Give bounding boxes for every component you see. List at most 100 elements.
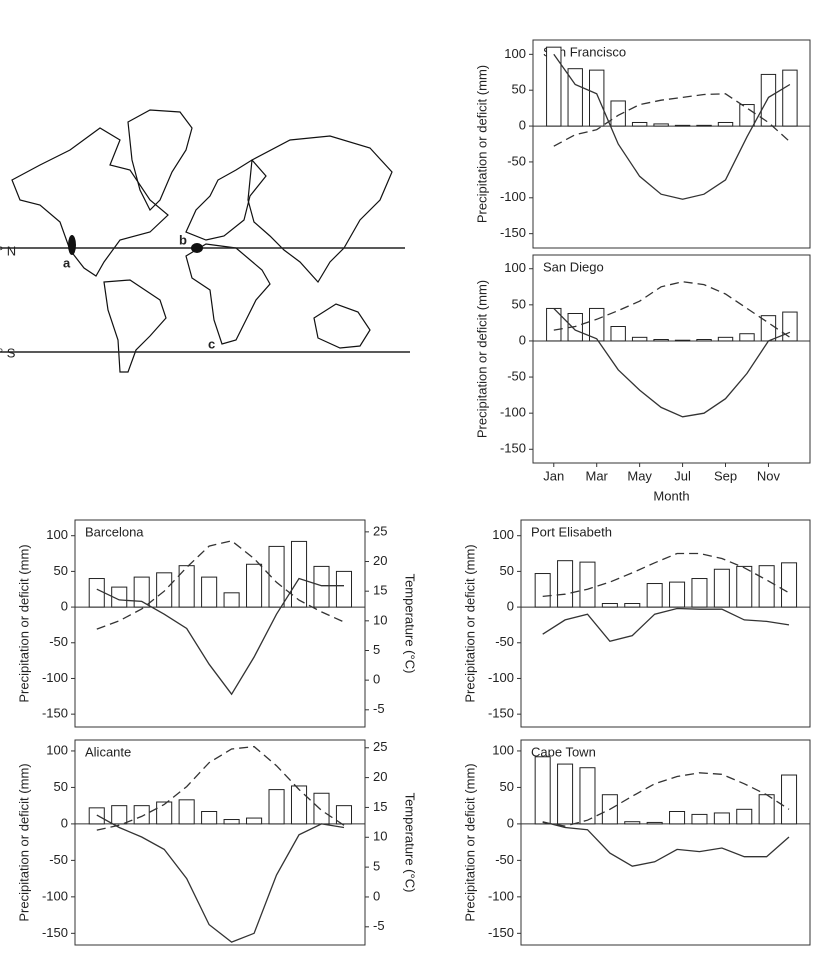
chart-title: San Diego <box>543 259 604 274</box>
bar <box>579 767 596 825</box>
y-tick-label: 50 <box>500 563 514 578</box>
bar <box>717 121 734 127</box>
y2-tick-label: 0 <box>373 672 380 687</box>
y-tick-label: 0 <box>507 815 514 830</box>
y-tick-label: -150 <box>488 706 514 721</box>
y-axis-label: Precipitation or deficit (mm) <box>474 280 489 438</box>
y2-tick-label: 10 <box>373 612 387 627</box>
bar <box>653 339 669 342</box>
bar <box>736 565 753 608</box>
world-map: ° N ° S a b c <box>0 109 410 373</box>
y-tick-label: 50 <box>54 563 68 578</box>
bar <box>782 69 798 127</box>
dashed-line <box>553 93 791 147</box>
y-tick-label: -50 <box>495 634 514 649</box>
x-tick-label: Nov <box>757 468 781 483</box>
bar <box>631 336 648 342</box>
bar <box>268 789 285 825</box>
bar <box>624 603 641 608</box>
y-tick-label: 0 <box>519 332 526 347</box>
bar <box>534 756 551 825</box>
site-marker <box>191 243 203 253</box>
greenland <box>127 109 193 212</box>
y-axis-label: Precipitation or deficit (mm) <box>462 763 477 921</box>
bar <box>624 821 641 825</box>
y-tick-label: -50 <box>49 852 68 867</box>
bar <box>691 813 708 825</box>
y2-axis-label: Temperature (°C) <box>403 574 418 674</box>
bar <box>534 573 551 608</box>
y-tick-label: 50 <box>512 296 526 311</box>
bar <box>717 336 734 342</box>
bar <box>589 307 605 342</box>
y2-tick-label: 25 <box>373 739 387 754</box>
plot-frame <box>74 519 366 728</box>
bar <box>691 578 708 608</box>
chart-title: Cape Town <box>531 744 596 759</box>
bar <box>610 326 626 342</box>
y2-tick-label: -5 <box>373 918 385 933</box>
bar <box>335 570 353 608</box>
bar <box>290 540 308 608</box>
chart: 100 50 0 -50 -100 -150 Precipitation or defici… <box>462 739 811 946</box>
bar <box>696 124 712 127</box>
y-tick-label: -50 <box>49 634 68 649</box>
y-tick-label: 50 <box>512 82 526 97</box>
bar <box>557 560 574 608</box>
plot-frame <box>520 519 811 728</box>
south-america <box>103 279 167 373</box>
bar <box>223 819 240 825</box>
bar <box>589 69 605 127</box>
x-axis-label: Month <box>653 488 689 503</box>
site-label: c <box>208 336 215 351</box>
asia <box>247 135 393 284</box>
y-tick-label: -100 <box>42 670 68 685</box>
y2-axis-label: Temperature (°C) <box>403 793 418 893</box>
bar <box>88 578 105 608</box>
dashed-line <box>542 552 790 598</box>
y2-tick-label: 10 <box>373 829 387 844</box>
bar <box>601 603 618 608</box>
chart: 100 50 0 -50 -100 -150 Precipitation or defici… <box>474 39 811 249</box>
y-tick-label: -150 <box>500 225 526 240</box>
bar <box>674 124 691 127</box>
x-tick-label: May <box>627 468 652 483</box>
bar <box>335 805 353 825</box>
y-axis-label: Precipitation or deficit (mm) <box>474 65 489 223</box>
x-tick-label: Mar <box>586 468 609 483</box>
bar <box>178 799 195 825</box>
bar <box>223 592 240 608</box>
chart: 100500-50-100-1502520151050-5Precipitati… <box>16 739 418 946</box>
bar <box>133 576 150 608</box>
bar <box>669 581 686 608</box>
y-axis-label: Precipitation or deficit (mm) <box>16 544 31 702</box>
line <box>542 607 790 643</box>
bar <box>88 807 105 825</box>
y-tick-label: -100 <box>488 888 514 903</box>
y-tick-label: -150 <box>500 441 526 456</box>
dashed-line <box>553 281 791 338</box>
bar <box>646 583 663 608</box>
y2-tick-label: 15 <box>373 583 387 598</box>
chart-title: Barcelona <box>85 524 144 539</box>
bar <box>156 801 173 825</box>
bar <box>201 576 218 608</box>
x-tick-label: Sep <box>714 468 737 483</box>
bar <box>567 68 583 127</box>
bar <box>713 812 730 825</box>
dashed-line <box>542 772 790 827</box>
y-tick-label: -150 <box>488 925 514 940</box>
y2-tick-label: 15 <box>373 799 387 814</box>
y-tick-label: 0 <box>519 118 526 133</box>
bar <box>178 565 195 608</box>
bar <box>674 339 691 342</box>
y-tick-label: -100 <box>488 670 514 685</box>
x-tick-label: Jul <box>674 468 691 483</box>
bar <box>696 339 712 342</box>
site-label: b <box>179 232 187 247</box>
y-tick-label: 50 <box>500 779 514 794</box>
bar <box>268 545 285 608</box>
bar <box>246 817 263 825</box>
